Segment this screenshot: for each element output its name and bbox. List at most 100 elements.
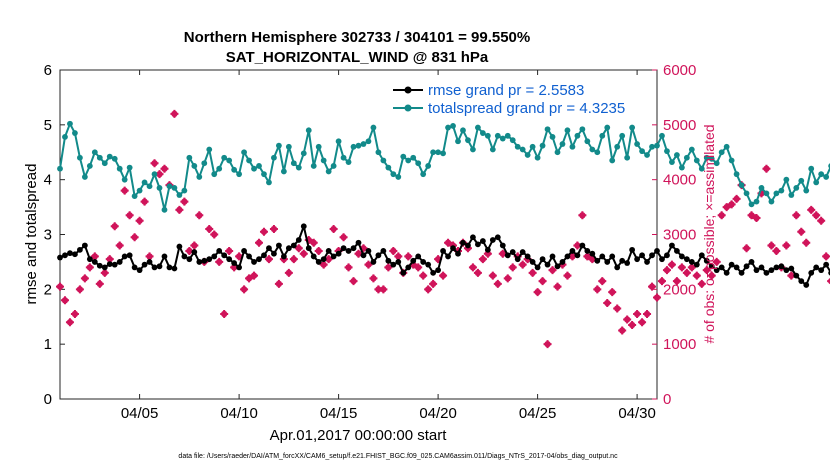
obs-marker <box>707 271 716 280</box>
series-point <box>773 264 780 271</box>
series-point <box>440 248 446 254</box>
series-point <box>221 154 228 161</box>
series-point <box>624 154 631 161</box>
obs-marker <box>553 282 562 291</box>
obs-marker <box>125 211 134 220</box>
series-point <box>479 238 486 244</box>
obs-marker <box>369 274 378 283</box>
obs-marker <box>817 216 826 225</box>
obs-marker <box>120 186 129 195</box>
series-point <box>400 153 407 160</box>
series-point <box>544 261 551 268</box>
series-point <box>798 278 805 285</box>
obs-marker <box>618 326 627 335</box>
obs-marker <box>643 310 652 319</box>
obs-marker <box>294 244 303 253</box>
series-point <box>420 259 427 265</box>
totalspread-series <box>57 120 830 213</box>
series-point <box>803 187 810 194</box>
obs-marker <box>110 222 119 231</box>
series-point <box>753 198 760 205</box>
series-point <box>579 126 586 133</box>
series-point <box>425 261 432 268</box>
obs-marker <box>677 263 686 272</box>
series-point <box>390 171 397 178</box>
y-tick-label-right: 4000 <box>663 172 696 189</box>
series-point <box>599 132 606 139</box>
series-point <box>335 138 342 145</box>
series-point <box>718 149 725 156</box>
series-point <box>151 264 158 271</box>
y-tick-label-left: 3 <box>44 227 52 244</box>
series-point <box>131 193 138 200</box>
series-point <box>499 242 506 249</box>
obs-marker <box>190 241 199 250</box>
obs-marker <box>289 255 298 264</box>
series-point <box>77 246 83 253</box>
series-point <box>713 160 720 167</box>
obs-marker <box>220 310 229 319</box>
obs-marker <box>95 279 104 288</box>
obs-marker <box>140 197 149 206</box>
obs-marker <box>767 241 776 250</box>
series-point <box>654 142 660 149</box>
obs-marker <box>543 340 552 349</box>
y-tick-label-left: 2 <box>44 281 52 298</box>
series-point <box>226 256 233 263</box>
legend: rmse grand pr = 2.5583 totalspread grand… <box>393 82 625 117</box>
obs-marker <box>195 211 204 220</box>
series-point <box>276 242 282 249</box>
series-point <box>619 132 626 139</box>
series-point <box>146 183 153 190</box>
series-point <box>514 256 521 263</box>
series-point <box>345 159 352 166</box>
series-point <box>683 154 690 161</box>
series-point <box>708 155 715 162</box>
series-point <box>524 152 531 158</box>
series-point <box>559 141 566 147</box>
obs-marker <box>807 205 816 214</box>
series-point <box>479 130 486 136</box>
series-point <box>743 263 750 270</box>
series-point <box>604 259 611 265</box>
series-point <box>589 146 596 153</box>
obs-marker <box>264 255 273 264</box>
obs-marker <box>364 260 373 269</box>
series-point <box>435 149 441 156</box>
legend-marker-rmse <box>404 86 412 94</box>
series-point <box>569 248 576 254</box>
obs-marker <box>528 268 537 277</box>
series-point <box>285 245 292 252</box>
series-point <box>688 259 695 265</box>
obs-marker <box>692 271 701 280</box>
series-point <box>276 142 282 149</box>
series-point <box>201 257 208 264</box>
obs-marker <box>85 263 94 272</box>
obs-marker <box>657 277 666 286</box>
series-point <box>81 174 88 180</box>
series-point <box>370 259 377 265</box>
series-point <box>211 253 218 260</box>
series-point <box>380 157 387 164</box>
obs-marker <box>60 296 69 305</box>
series-point <box>534 264 541 271</box>
series-point <box>504 132 511 139</box>
series-point <box>664 252 670 259</box>
plot-area: 04/05 04/10 04/15 04/20 04/25 04/30 0 1 2 3 4 5 6 0… <box>44 62 830 422</box>
series-point <box>216 248 223 254</box>
obs-marker <box>65 318 74 327</box>
series-point <box>106 153 113 160</box>
obs-marker <box>648 282 657 291</box>
obs-marker <box>608 288 617 297</box>
series-point <box>788 192 795 198</box>
series-point <box>430 269 437 276</box>
series-point <box>793 272 800 279</box>
obs-marker <box>827 278 830 285</box>
series-point <box>639 252 645 259</box>
series-point <box>763 269 770 276</box>
series-point <box>718 264 725 271</box>
legend-label-spread: totalspread grand pr = 4.3235 <box>428 100 625 117</box>
series-point <box>420 171 427 178</box>
obs-marker <box>80 274 89 283</box>
obs-marker <box>205 225 214 234</box>
